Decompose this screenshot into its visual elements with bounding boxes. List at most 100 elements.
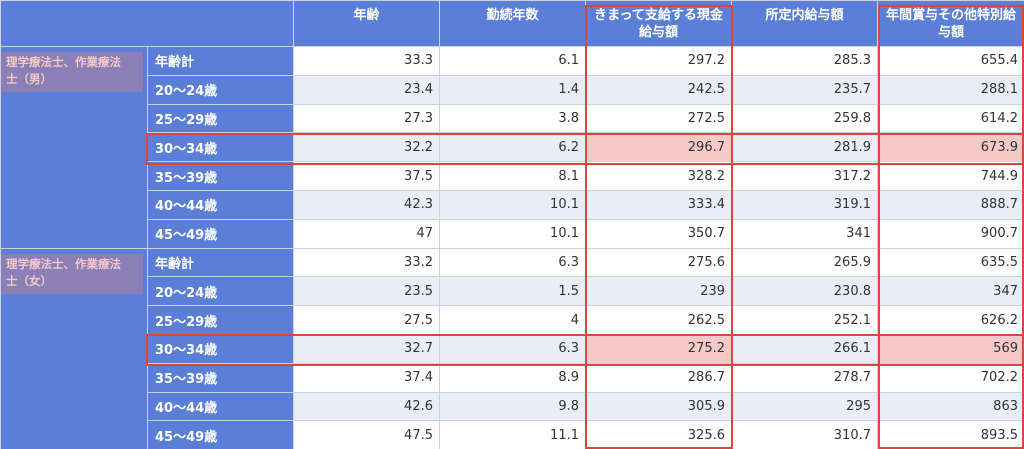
value-cell: 744.9 <box>877 161 1024 191</box>
value-cell: 286.7 <box>585 362 732 393</box>
value-cell: 47 <box>293 218 440 249</box>
value-cell: 252.1 <box>731 305 878 335</box>
value-cell: 6.3 <box>439 247 586 278</box>
table-row: 40〜44歳 42.6 9.8 305.9 295 863 <box>1 391 1024 422</box>
table-row: 25〜29歳 27.5 4 262.5 252.1 626.2 <box>1 305 1024 335</box>
value-cell: 42.3 <box>293 189 440 220</box>
table-row: 20〜24歳 23.4 1.4 242.5 235.7 288.1 <box>1 74 1024 105</box>
age-range-label: 45〜49歳 <box>147 218 294 249</box>
column-header-text: きまって支給する現金 <box>594 8 723 23</box>
value-cell: 10.1 <box>439 218 586 249</box>
value-cell: 614.2 <box>877 103 1024 134</box>
table-row: 理学療法士、作業療法 士（男） 年齢計 33.3 6.1 297.2 285.3 655.4 <box>0 46 1024 249</box>
value-cell: 9.8 <box>439 391 586 422</box>
value-cell: 47.5 <box>293 420 440 449</box>
age-range-label: 年齢計 <box>147 247 294 278</box>
value-cell: 32.7 <box>293 333 440 364</box>
group-label-line: 理学療法士、作業療法 <box>6 55 121 69</box>
value-cell: 673.9 <box>877 132 1024 163</box>
age-range-label: 20〜24歳 <box>147 74 294 105</box>
value-cell: 319.1 <box>731 189 878 220</box>
table-row: 35〜39歳 37.5 8.1 328.2 317.2 744.9 <box>1 161 1024 191</box>
value-cell: 262.5 <box>585 305 732 335</box>
value-cell: 27.5 <box>293 305 440 335</box>
group-label: 理学療法士、作業療法 士（男） <box>1 52 143 92</box>
value-cell: 32.2 <box>293 132 440 163</box>
value-cell: 275.2 <box>585 333 732 364</box>
value-cell: 6.1 <box>439 46 586 76</box>
value-cell: 863 <box>877 391 1024 422</box>
age-range-label: 25〜29歳 <box>147 305 294 335</box>
age-range-label: 25〜29歳 <box>147 103 294 134</box>
value-cell: 242.5 <box>585 74 732 105</box>
value-cell: 295 <box>731 391 878 422</box>
column-header-scheduled-salary: 所定内給与額 <box>731 0 878 47</box>
value-cell: 702.2 <box>877 362 1024 393</box>
value-cell: 310.7 <box>731 420 878 449</box>
value-cell: 281.9 <box>731 132 878 163</box>
age-range-label: 30〜34歳 <box>147 333 294 364</box>
value-cell: 288.1 <box>877 74 1024 105</box>
group-label: 理学療法士、作業療法 士（女） <box>1 253 143 294</box>
value-cell: 900.7 <box>877 218 1024 249</box>
column-header-text: 年間賞与その他特別給 <box>885 8 1016 23</box>
table-row: 25〜29歳 27.3 3.8 272.5 259.8 614.2 <box>1 103 1024 134</box>
value-cell: 1.4 <box>439 74 586 105</box>
table-row: 理学療法士、作業療法 士（女） 年齢計 33.2 6.3 275.6 265.9 635.5 <box>0 247 1024 449</box>
value-cell: 341 <box>731 218 878 249</box>
value-cell: 6.2 <box>439 132 586 163</box>
value-cell: 10.1 <box>439 189 586 220</box>
age-range-label: 30〜34歳 <box>147 132 294 163</box>
value-cell: 33.2 <box>293 247 440 278</box>
value-cell: 37.5 <box>293 161 440 191</box>
value-cell: 325.6 <box>585 420 732 449</box>
value-cell: 42.6 <box>293 391 440 422</box>
age-range-label: 40〜44歳 <box>147 189 294 220</box>
value-cell: 3.8 <box>439 103 586 134</box>
value-cell: 8.9 <box>439 362 586 393</box>
value-cell: 893.5 <box>877 420 1024 449</box>
column-header-text: 所定内給与額 <box>765 8 844 23</box>
group-label-cell: 理学療法士、作業療法 士（女） <box>0 247 148 449</box>
value-cell: 4 <box>439 305 586 335</box>
age-range-label: 40〜44歳 <box>147 391 294 422</box>
value-cell: 235.7 <box>731 74 878 105</box>
table-row: 45〜49歳 47 10.1 350.7 341 900.7 <box>1 218 1024 249</box>
value-cell: 305.9 <box>585 391 732 422</box>
value-cell: 569 <box>877 333 1024 364</box>
column-header-text: 年齢 <box>353 8 380 23</box>
value-cell: 333.4 <box>585 189 732 220</box>
value-cell: 8.1 <box>439 161 586 191</box>
group-label-cell: 理学療法士、作業療法 士（男） <box>0 46 148 249</box>
value-cell: 278.7 <box>731 362 878 393</box>
value-cell: 37.4 <box>293 362 440 393</box>
value-cell: 275.6 <box>585 247 732 278</box>
age-range-label: 35〜39歳 <box>147 161 294 191</box>
value-cell: 23.4 <box>293 74 440 105</box>
value-cell: 239 <box>585 276 732 307</box>
table-row: 20〜24歳 23.5 1.5 239 230.8 347 <box>1 276 1024 307</box>
column-header-monthly-cash-salary: きまって支給する現金 給与額 <box>585 0 732 47</box>
table-row: 45〜49歳 47.5 11.1 325.6 310.7 893.5 <box>1 420 1024 449</box>
value-cell: 6.3 <box>439 333 586 364</box>
value-cell: 266.1 <box>731 333 878 364</box>
group-label-line: 士（女） <box>6 273 52 288</box>
value-cell: 33.3 <box>293 46 440 76</box>
table-row: 35〜39歳 37.4 8.9 286.7 278.7 702.2 <box>1 362 1024 393</box>
age-range-label: 45〜49歳 <box>147 420 294 449</box>
column-header-years-of-service: 勤続年数 <box>439 0 586 47</box>
value-cell: 285.3 <box>731 46 878 76</box>
value-cell: 347 <box>877 276 1024 307</box>
value-cell: 259.8 <box>731 103 878 134</box>
value-cell: 328.2 <box>585 161 732 191</box>
table-row: 40〜44歳 42.3 10.1 333.4 319.1 888.7 <box>1 189 1024 220</box>
group-label-line: 士（男） <box>6 72 52 86</box>
value-cell: 1.5 <box>439 276 586 307</box>
value-cell: 27.3 <box>293 103 440 134</box>
value-cell: 11.1 <box>439 420 586 449</box>
header-row: 年齢 勤続年数 きまって支給する現金 給与額 所定内給与額 年間賞与その他特別給… <box>0 0 1024 47</box>
column-header-age: 年齢 <box>293 0 440 47</box>
value-cell: 888.7 <box>877 189 1024 220</box>
age-range-label: 35〜39歳 <box>147 362 294 393</box>
